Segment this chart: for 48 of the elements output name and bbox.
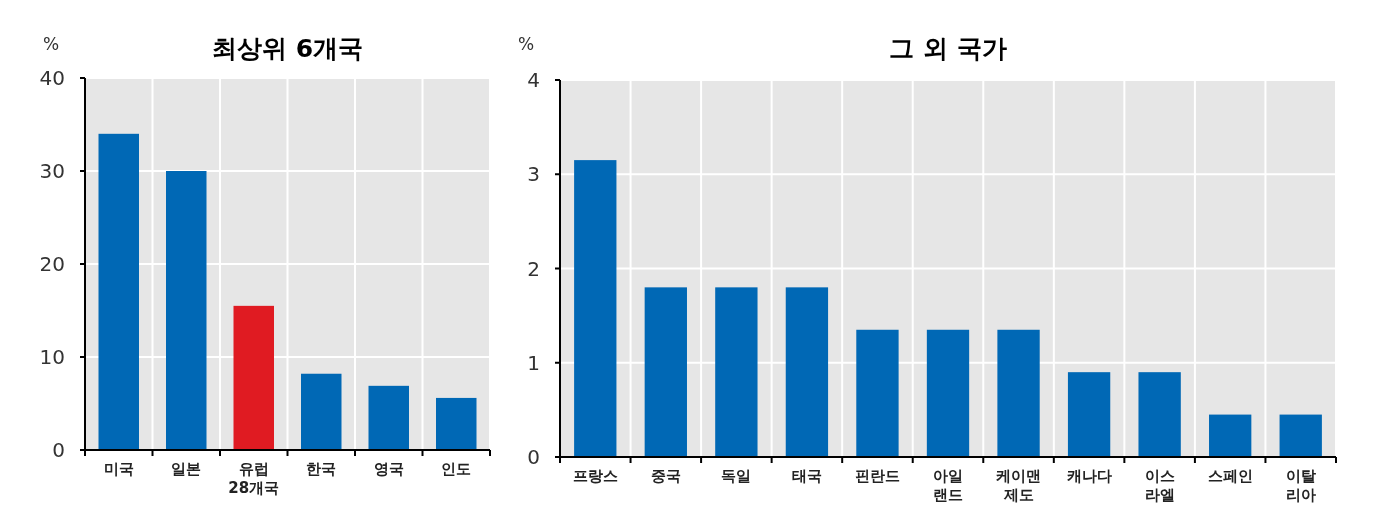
x-tick-label: 프랑스 <box>572 467 618 485</box>
x-tick-label: 아일 랜드 <box>933 467 963 504</box>
x-tick-label: 이탈 리아 <box>1285 467 1316 504</box>
bar <box>644 287 687 457</box>
bar <box>1209 414 1252 457</box>
y-tick-label: 10 <box>39 345 65 369</box>
y-tick-label: 0 <box>52 438 65 462</box>
bar <box>233 305 274 450</box>
y-tick-label: 40 <box>39 66 65 90</box>
x-tick-label: 케이맨 제도 <box>996 467 1042 504</box>
bar <box>1279 414 1322 457</box>
y-axis-title: % <box>42 34 60 54</box>
y-tick-label: 2 <box>527 256 540 281</box>
y-tick-label: 3 <box>527 162 540 187</box>
bar <box>926 329 970 457</box>
bar <box>1067 372 1111 457</box>
bar <box>715 287 758 457</box>
bar <box>856 329 899 457</box>
bar <box>785 287 829 457</box>
x-tick-label: 핀란드 <box>854 467 900 485</box>
y-tick-label: 4 <box>527 68 540 92</box>
bar <box>997 329 1040 457</box>
x-tick-label: 캐나다 <box>1066 467 1112 485</box>
chart-title: 최상위 6개국 <box>211 34 364 63</box>
x-tick-label: 미국 <box>103 460 134 478</box>
y-axis-title: % <box>517 34 535 54</box>
y-tick-label: 20 <box>39 252 65 276</box>
y-tick-label: 30 <box>39 159 65 183</box>
x-tick-label: 독일 <box>721 467 752 485</box>
x-tick-label: 일본 <box>171 460 202 478</box>
bar <box>166 171 207 450</box>
x-tick-label: 영국 <box>373 460 404 478</box>
bar <box>574 160 617 457</box>
bar <box>436 397 477 450</box>
y-tick-label: 1 <box>527 350 540 375</box>
bar <box>301 373 342 450</box>
x-tick-label: 태국 <box>791 467 822 485</box>
x-tick-label: 스페인 <box>1207 467 1253 485</box>
x-tick-label: 인도 <box>441 460 472 478</box>
bar <box>368 385 409 450</box>
bar <box>98 133 139 450</box>
y-tick-label: 0 <box>527 445 540 469</box>
chart-title: 그 외 국가 <box>889 34 1007 63</box>
x-tick-label: 한국 <box>306 460 337 478</box>
x-tick-label: 중국 <box>650 467 681 485</box>
x-tick-label: 이스 라엘 <box>1144 467 1175 504</box>
bar <box>1138 372 1181 457</box>
x-tick-label: 유럽 28개국 <box>228 460 280 497</box>
